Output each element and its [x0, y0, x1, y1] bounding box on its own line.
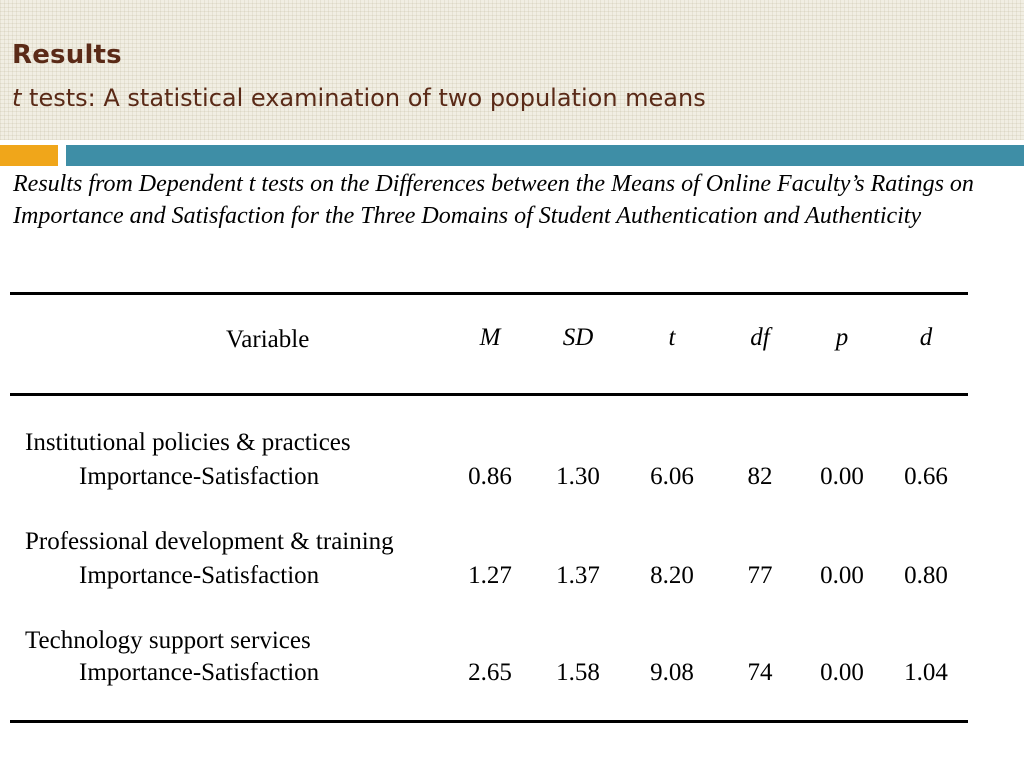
cell-sd: 1.37 — [556, 562, 600, 589]
row-label: Importance-Satisfaction — [79, 659, 320, 686]
cell-p: 0.00 — [820, 463, 864, 490]
cell-sd: 1.30 — [556, 463, 600, 490]
cell-m: 0.86 — [468, 463, 512, 490]
table-caption: Results from Dependent t tests on the Di… — [13, 171, 974, 229]
cell-t: 9.08 — [650, 659, 694, 686]
subtitle-rest: tests: A statistical examination of two … — [21, 84, 706, 112]
cell-t: 6.06 — [650, 463, 694, 490]
table-top-rule — [10, 292, 968, 295]
table-bottom-rule — [10, 720, 968, 723]
row-group-label: Institutional policies & practices — [25, 429, 351, 456]
cell-d: 0.66 — [904, 463, 948, 490]
accent-bar-teal — [66, 145, 1024, 166]
cell-df: 74 — [747, 659, 773, 686]
column-header-m: M — [479, 324, 501, 351]
row-group-label: Professional development & training — [25, 528, 394, 555]
cell-d: 0.80 — [904, 562, 948, 589]
slide-subtitle: t tests: A statistical examination of tw… — [12, 84, 706, 112]
subtitle-italic-t: t — [12, 84, 22, 112]
cell-d: 1.04 — [904, 659, 948, 686]
cell-df: 82 — [747, 463, 773, 490]
cell-p: 0.00 — [820, 659, 864, 686]
row-label: Importance-Satisfaction — [79, 562, 320, 589]
cell-df: 77 — [747, 562, 773, 589]
column-header-sd: SD — [562, 324, 594, 351]
column-header-df: df — [750, 324, 770, 351]
accent-bar-orange — [0, 145, 58, 166]
cell-m: 1.27 — [468, 562, 512, 589]
column-header-d: d — [919, 324, 933, 351]
cell-p: 0.00 — [820, 562, 864, 589]
cell-t: 8.20 — [650, 562, 694, 589]
slide-title: Results — [12, 40, 122, 70]
row-group-label: Technology support services — [25, 627, 311, 654]
cell-sd: 1.58 — [556, 659, 600, 686]
row-label: Importance-Satisfaction — [79, 463, 320, 490]
column-header-t: t — [668, 324, 676, 351]
slide-header — [0, 0, 1024, 140]
column-header-variable: Variable — [226, 326, 310, 353]
cell-m: 2.65 — [468, 659, 512, 686]
column-header-p: p — [835, 324, 849, 351]
table-header-rule — [10, 393, 968, 396]
